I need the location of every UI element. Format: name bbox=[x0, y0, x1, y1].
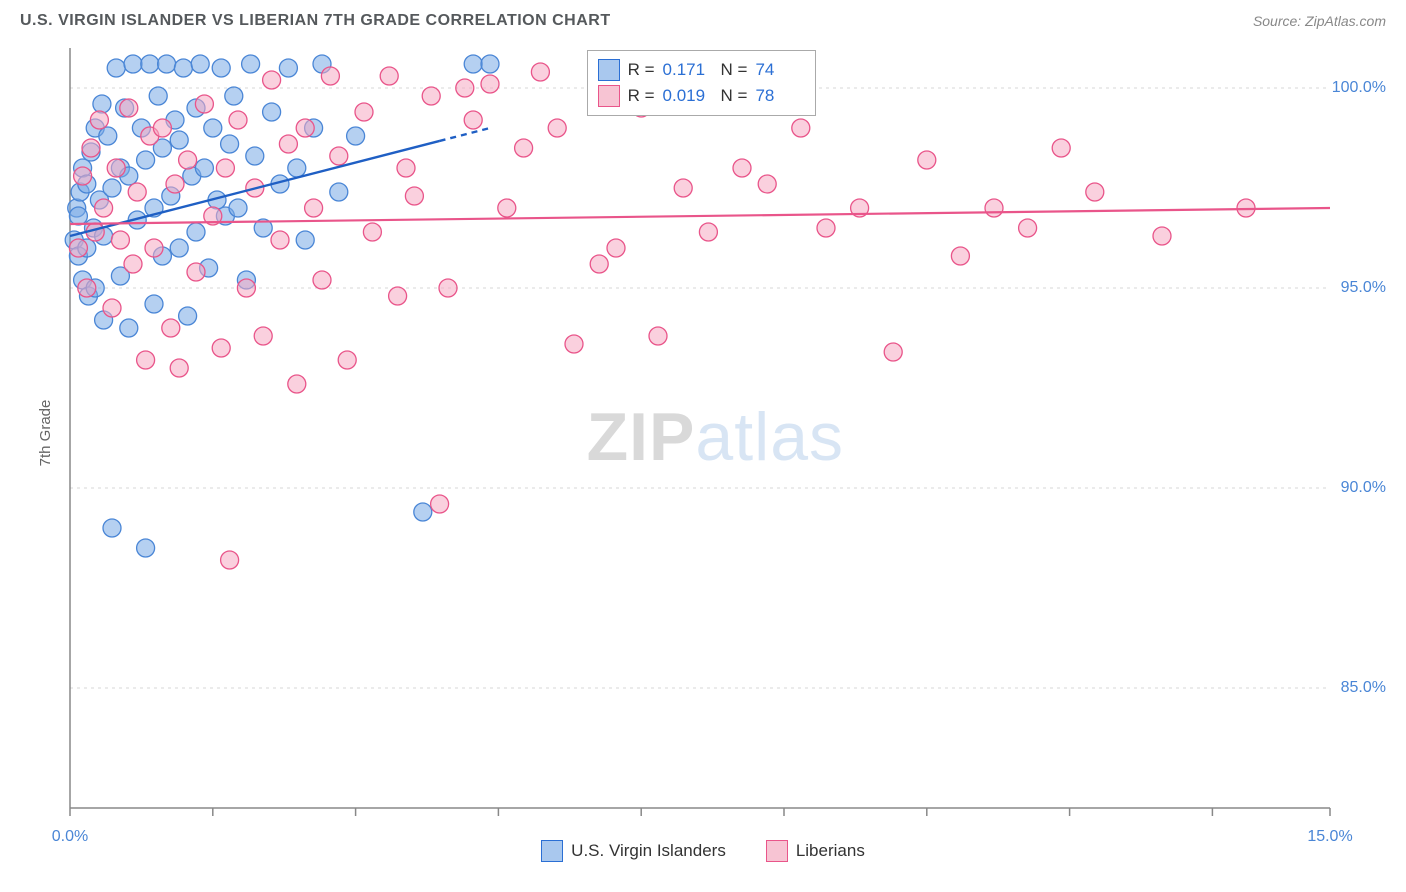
legend-swatch bbox=[598, 59, 620, 81]
x-tick-label: 15.0% bbox=[1307, 828, 1352, 846]
series-legend: U.S. Virgin Islanders Liberians bbox=[0, 840, 1406, 862]
correlation-legend: R =0.171N =74R =0.019N =78 bbox=[587, 50, 817, 116]
legend-stat-row: R =0.019N =78 bbox=[598, 83, 806, 109]
y-tick-label: 100.0% bbox=[1332, 79, 1386, 97]
y-tick-label: 95.0% bbox=[1341, 279, 1386, 297]
chart-header: U.S. VIRGIN ISLANDER VS LIBERIAN 7TH GRA… bbox=[0, 0, 1406, 38]
chart-title: U.S. VIRGIN ISLANDER VS LIBERIAN 7TH GRA… bbox=[20, 12, 611, 30]
legend-swatch bbox=[598, 85, 620, 107]
chart-area: 7th Grade ZIPatlas R =0.171N =74R =0.019… bbox=[20, 38, 1386, 828]
y-tick-label: 85.0% bbox=[1341, 679, 1386, 697]
chart-source: Source: ZipAtlas.com bbox=[1253, 13, 1386, 29]
x-tick-label: 0.0% bbox=[52, 828, 88, 846]
y-tick-label: 90.0% bbox=[1341, 479, 1386, 497]
legend-item: Liberians bbox=[766, 840, 865, 862]
legend-item: U.S. Virgin Islanders bbox=[541, 840, 726, 862]
legend-swatch bbox=[541, 840, 563, 862]
legend-swatch bbox=[766, 840, 788, 862]
legend-stat-row: R =0.171N =74 bbox=[598, 57, 806, 83]
scatter-plot bbox=[20, 38, 1386, 828]
y-axis-label: 7th Grade bbox=[37, 400, 54, 467]
